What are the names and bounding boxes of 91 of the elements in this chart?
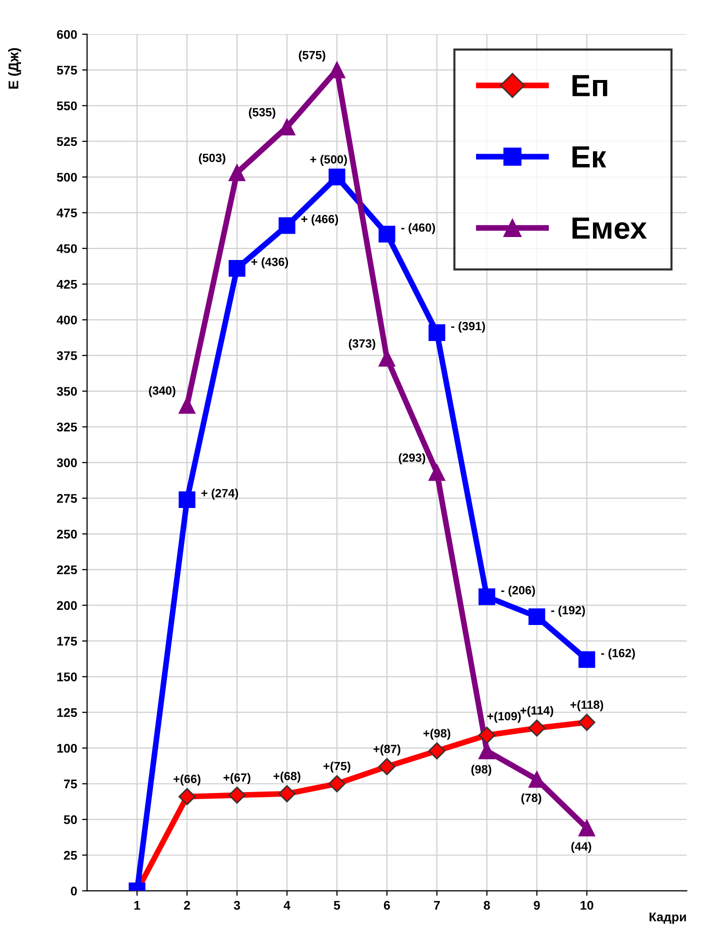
- data-label: - (162): [601, 648, 635, 660]
- y-tick-label: 125: [57, 708, 78, 718]
- point: [428, 464, 446, 481]
- legend-label: Емех: [572, 218, 647, 239]
- y-tick-label: 450: [56, 244, 77, 254]
- data-label: - (391): [451, 322, 485, 333]
- data-label: (373): [348, 338, 376, 350]
- data-label: +(98): [423, 728, 450, 740]
- legend-label: Еп: [572, 75, 608, 96]
- point: [278, 785, 296, 802]
- point: [228, 786, 246, 804]
- point: [328, 62, 346, 78]
- y-tick-label: 575: [56, 66, 78, 75]
- y-tick-label: 350: [56, 386, 77, 396]
- point: [228, 260, 246, 277]
- y-tick-label: 550: [56, 101, 77, 110]
- point: [578, 651, 596, 668]
- y-tick-label: 475: [56, 208, 78, 218]
- x-tick-label: 9: [534, 900, 540, 910]
- y-tick-label: 375: [56, 351, 78, 360]
- y-tick-label: 400: [56, 316, 77, 324]
- data-label: (44): [571, 842, 592, 853]
- data-label: + (500): [310, 154, 347, 166]
- data-label: (503): [198, 153, 226, 164]
- point: [578, 820, 596, 836]
- point: [428, 742, 446, 760]
- y-tick-label: 150: [57, 672, 77, 682]
- legend-label: Ек: [572, 146, 606, 168]
- y-tick-label: 275: [56, 494, 78, 503]
- point: [528, 608, 546, 626]
- data-label: + (436): [251, 257, 288, 268]
- x-tick-label: 6: [384, 900, 390, 910]
- point: [578, 714, 596, 731]
- y-tick-label: 325: [56, 422, 78, 432]
- x-tick-label: 3: [234, 900, 240, 910]
- data-label: (575): [298, 50, 326, 62]
- point: [178, 788, 196, 806]
- data-label: - (206): [501, 586, 535, 597]
- data-label: +(75): [324, 762, 350, 773]
- x-tick-label: 2: [184, 900, 190, 910]
- x-tick-label: 4: [284, 900, 290, 910]
- data-label: - (460): [401, 223, 435, 234]
- data-label: +(87): [373, 744, 400, 756]
- y-tick-label: 225: [56, 565, 78, 574]
- point: [378, 758, 396, 776]
- point: [478, 742, 496, 760]
- data-label: + (274): [201, 488, 238, 500]
- x-tick-label: 7: [434, 900, 440, 910]
- y-tick-label: 200: [56, 601, 77, 610]
- point: [178, 397, 196, 414]
- data-label: (535): [248, 108, 276, 119]
- data-label: (340): [148, 386, 176, 398]
- data-label: (78): [521, 793, 542, 804]
- x-axis-title: Кадри: [650, 912, 686, 924]
- y-tick-label: 50: [64, 815, 77, 824]
- y-tick-label: 500: [56, 172, 77, 182]
- point: [528, 720, 546, 737]
- point: [228, 164, 246, 182]
- data-label: +(109): [487, 712, 521, 723]
- data-label: +(118): [570, 700, 604, 712]
- data-label: +(114): [520, 706, 554, 717]
- y-tick-label: 0: [70, 886, 77, 896]
- point: [478, 588, 496, 606]
- data-label: +(68): [274, 772, 300, 783]
- point: [478, 726, 496, 744]
- x-tick-label: 8: [484, 900, 490, 910]
- data-label: (98): [471, 764, 492, 776]
- point: [328, 168, 346, 186]
- data-label: +(67): [224, 773, 250, 784]
- y-tick-label: 600: [56, 30, 77, 39]
- data-label: (293): [398, 453, 426, 464]
- point: [278, 217, 296, 234]
- y-axis-title: E (Дж): [8, 48, 22, 89]
- y-tick-label: 525: [56, 137, 78, 146]
- data-label: - (192): [551, 606, 585, 617]
- data-label: + (466): [301, 214, 338, 226]
- x-tick-label: 5: [334, 900, 340, 910]
- x-tick-label: 1: [134, 900, 140, 910]
- y-tick-label: 75: [64, 780, 78, 788]
- y-tick-label: 300: [56, 458, 77, 468]
- y-tick-label: 25: [64, 850, 78, 860]
- x-tick-label: 10: [580, 900, 594, 910]
- y-tick-label: 425: [56, 280, 78, 289]
- point: [378, 226, 396, 242]
- point: [178, 491, 196, 508]
- data-label: +(66): [174, 774, 200, 786]
- y-tick-label: 100: [57, 744, 77, 753]
- point: [428, 324, 446, 341]
- point: [328, 775, 346, 792]
- y-tick-label: 250: [56, 530, 77, 539]
- y-tick-label: 175: [57, 636, 78, 646]
